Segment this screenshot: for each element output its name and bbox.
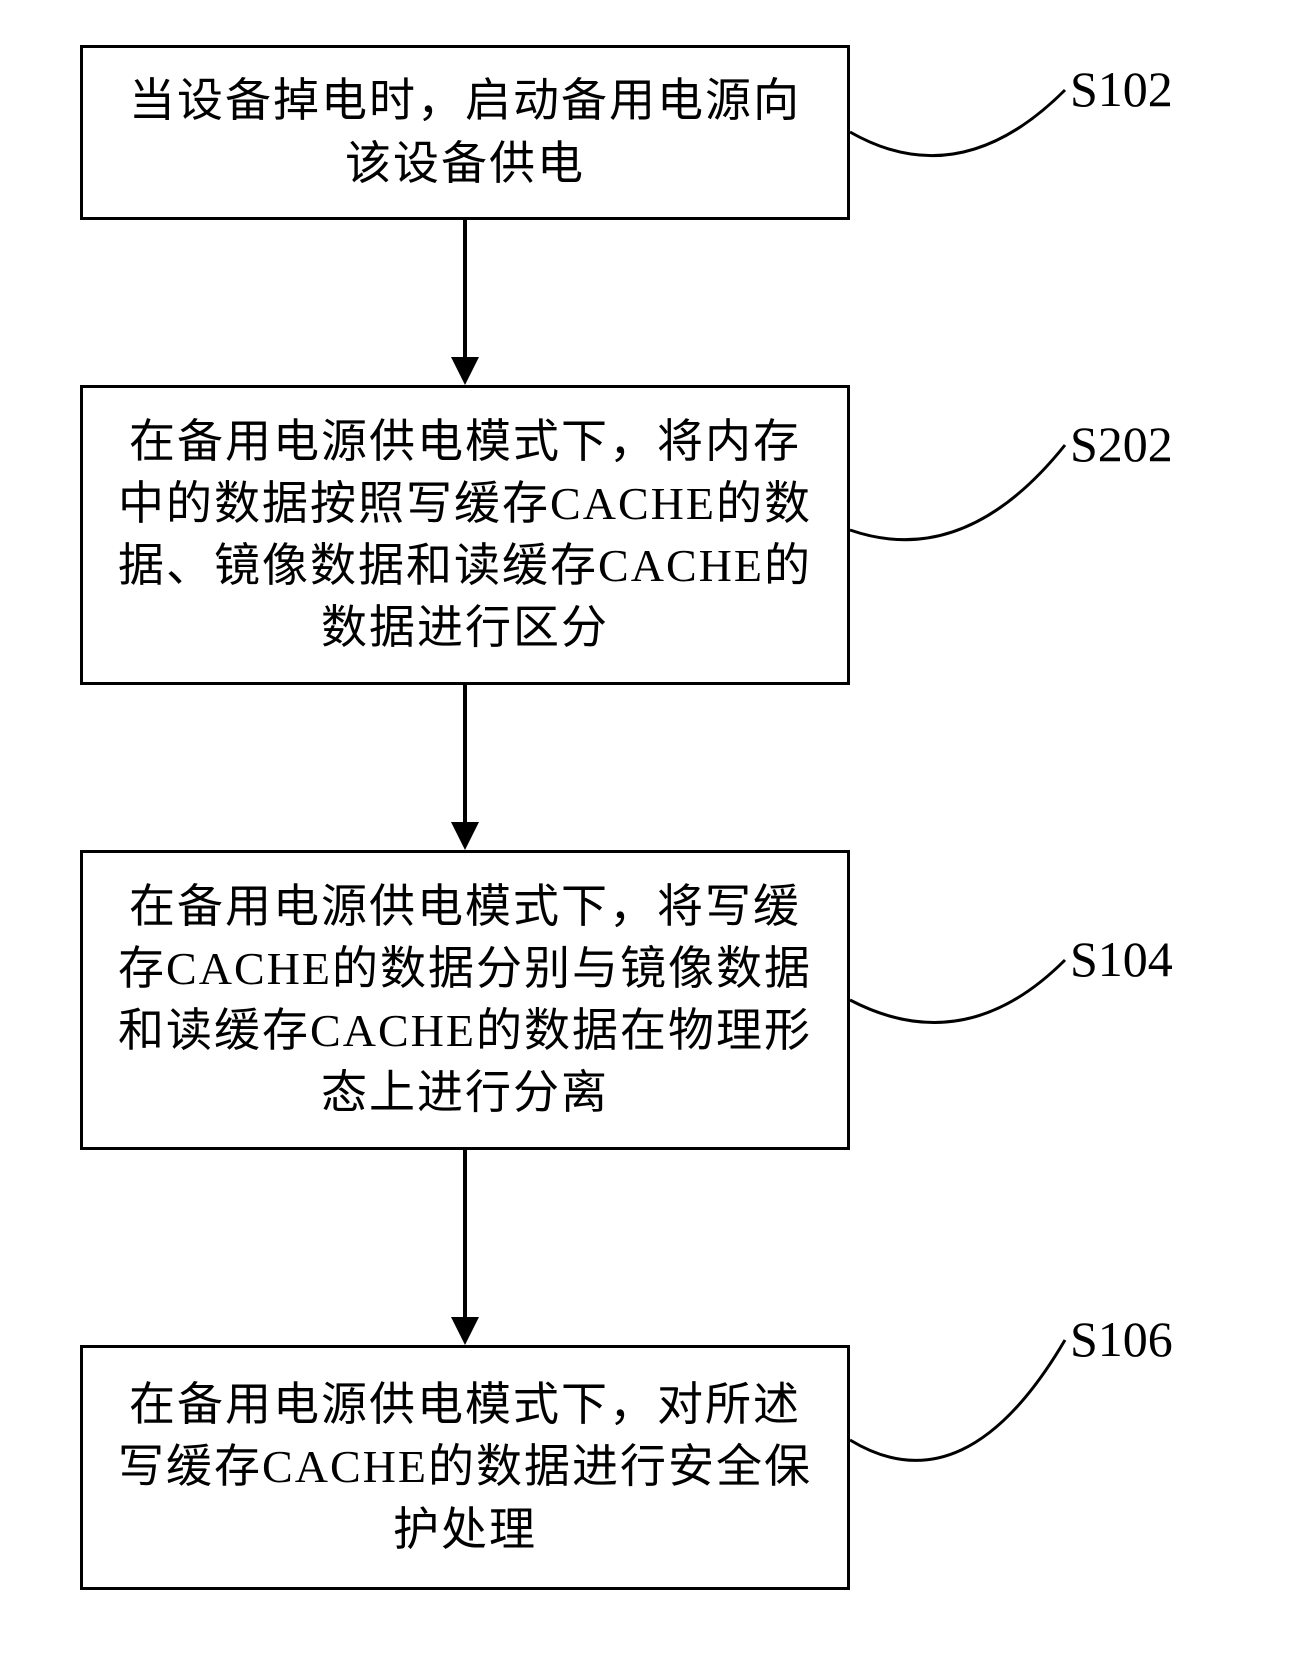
flowchart-container: 当设备掉电时，启动备用电源向该设备供电 S102 在备用电源供电模式下，将内存中… <box>0 0 1298 1674</box>
connector-s106 <box>0 0 1298 1674</box>
